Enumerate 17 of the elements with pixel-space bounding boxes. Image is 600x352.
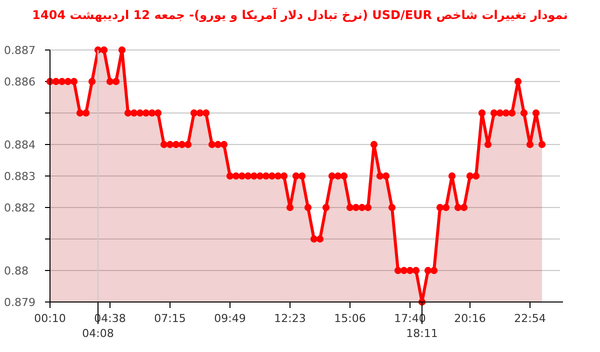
y-tick-label: 0.882 bbox=[4, 202, 36, 214]
x-tick-label: 20:16 bbox=[454, 312, 486, 325]
x-tick-label: 00:10 bbox=[34, 312, 66, 325]
y-tick-label: 0.883 bbox=[4, 170, 36, 183]
x-tick-label: 09:49 bbox=[214, 312, 246, 325]
y-tick-label: 0.88 bbox=[4, 264, 28, 278]
y-tick-label: 0.884 bbox=[4, 138, 36, 152]
x-tick-label: 15:06 bbox=[334, 312, 366, 325]
chart-title: نمودار تغییرات شاخص USD/EUR (نرخ تبادل دلار آمریکا و یورو)- جمعه 12 اردیبهشت 1404 bbox=[32, 7, 568, 22]
x-tick-label: 12:23 bbox=[274, 312, 306, 325]
x-tick-label: 07:15 bbox=[154, 312, 186, 325]
x-tick-label: 22:54 bbox=[514, 312, 546, 325]
y-tick-label: 0.887 bbox=[4, 44, 36, 57]
y-tick-label: 0.886 bbox=[4, 76, 36, 88]
y-tick-label: 0.879 bbox=[4, 296, 36, 309]
x-tick-label: 18:11 bbox=[406, 327, 438, 340]
x-tick-label: 04:08 bbox=[82, 327, 114, 340]
